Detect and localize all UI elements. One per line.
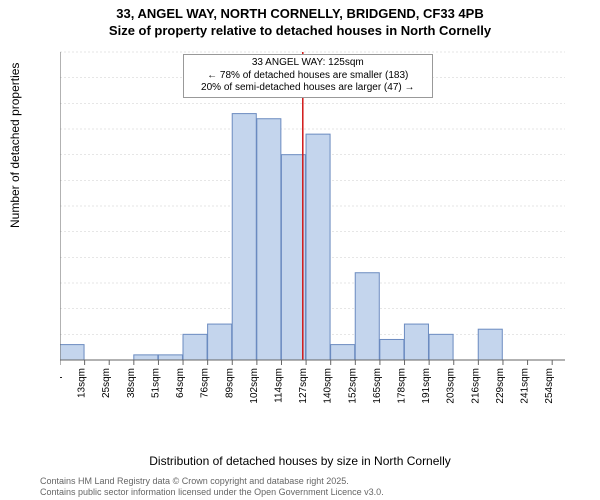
chart-container: 33, ANGEL WAY, NORTH CORNELLY, BRIDGEND,… bbox=[0, 0, 600, 500]
svg-text:241sqm: 241sqm bbox=[520, 368, 531, 404]
svg-text:127sqm: 127sqm bbox=[298, 368, 309, 404]
svg-text:191sqm: 191sqm bbox=[421, 368, 432, 404]
svg-text:13sqm: 13sqm bbox=[77, 368, 88, 398]
svg-text:76sqm: 76sqm bbox=[200, 368, 211, 398]
y-axis-label: Number of detached properties bbox=[8, 63, 22, 228]
title-block: 33, ANGEL WAY, NORTH CORNELLY, BRIDGEND,… bbox=[0, 0, 600, 40]
svg-text:89sqm: 89sqm bbox=[224, 368, 235, 398]
svg-text:203sqm: 203sqm bbox=[446, 368, 457, 404]
svg-text:38sqm: 38sqm bbox=[126, 368, 137, 398]
chart-area: 0510152025303540455055600sqm13sqm25sqm38… bbox=[60, 48, 565, 408]
svg-text:152sqm: 152sqm bbox=[347, 368, 358, 404]
histogram-plot: 0510152025303540455055600sqm13sqm25sqm38… bbox=[60, 48, 565, 408]
svg-text:178sqm: 178sqm bbox=[397, 368, 408, 404]
svg-text:216sqm: 216sqm bbox=[470, 368, 481, 404]
svg-text:114sqm: 114sqm bbox=[273, 368, 284, 403]
svg-text:140sqm: 140sqm bbox=[323, 368, 334, 404]
svg-text:165sqm: 165sqm bbox=[372, 368, 383, 404]
annotation-line-3: 20% of semi-detached houses are larger (… bbox=[188, 82, 428, 95]
svg-text:51sqm: 51sqm bbox=[150, 368, 161, 398]
attribution-footer: Contains HM Land Registry data © Crown c… bbox=[40, 476, 384, 499]
title-line-2: Size of property relative to detached ho… bbox=[0, 23, 600, 40]
x-axis-label: Distribution of detached houses by size … bbox=[0, 454, 600, 468]
svg-text:25sqm: 25sqm bbox=[101, 368, 112, 398]
annotation-line-1: 33 ANGEL WAY: 125sqm bbox=[188, 57, 428, 70]
footer-line-1: Contains HM Land Registry data © Crown c… bbox=[40, 476, 384, 487]
footer-line-2: Contains public sector information licen… bbox=[40, 487, 384, 498]
marker-annotation: 33 ANGEL WAY: 125sqm ← 78% of detached h… bbox=[183, 54, 433, 98]
svg-text:229sqm: 229sqm bbox=[495, 368, 506, 404]
svg-text:102sqm: 102sqm bbox=[249, 368, 260, 404]
svg-text:254sqm: 254sqm bbox=[544, 368, 555, 404]
title-line-1: 33, ANGEL WAY, NORTH CORNELLY, BRIDGEND,… bbox=[0, 6, 600, 23]
annotation-line-2: ← 78% of detached houses are smaller (18… bbox=[188, 70, 428, 83]
svg-text:0sqm: 0sqm bbox=[60, 368, 63, 392]
svg-text:64sqm: 64sqm bbox=[175, 368, 186, 398]
